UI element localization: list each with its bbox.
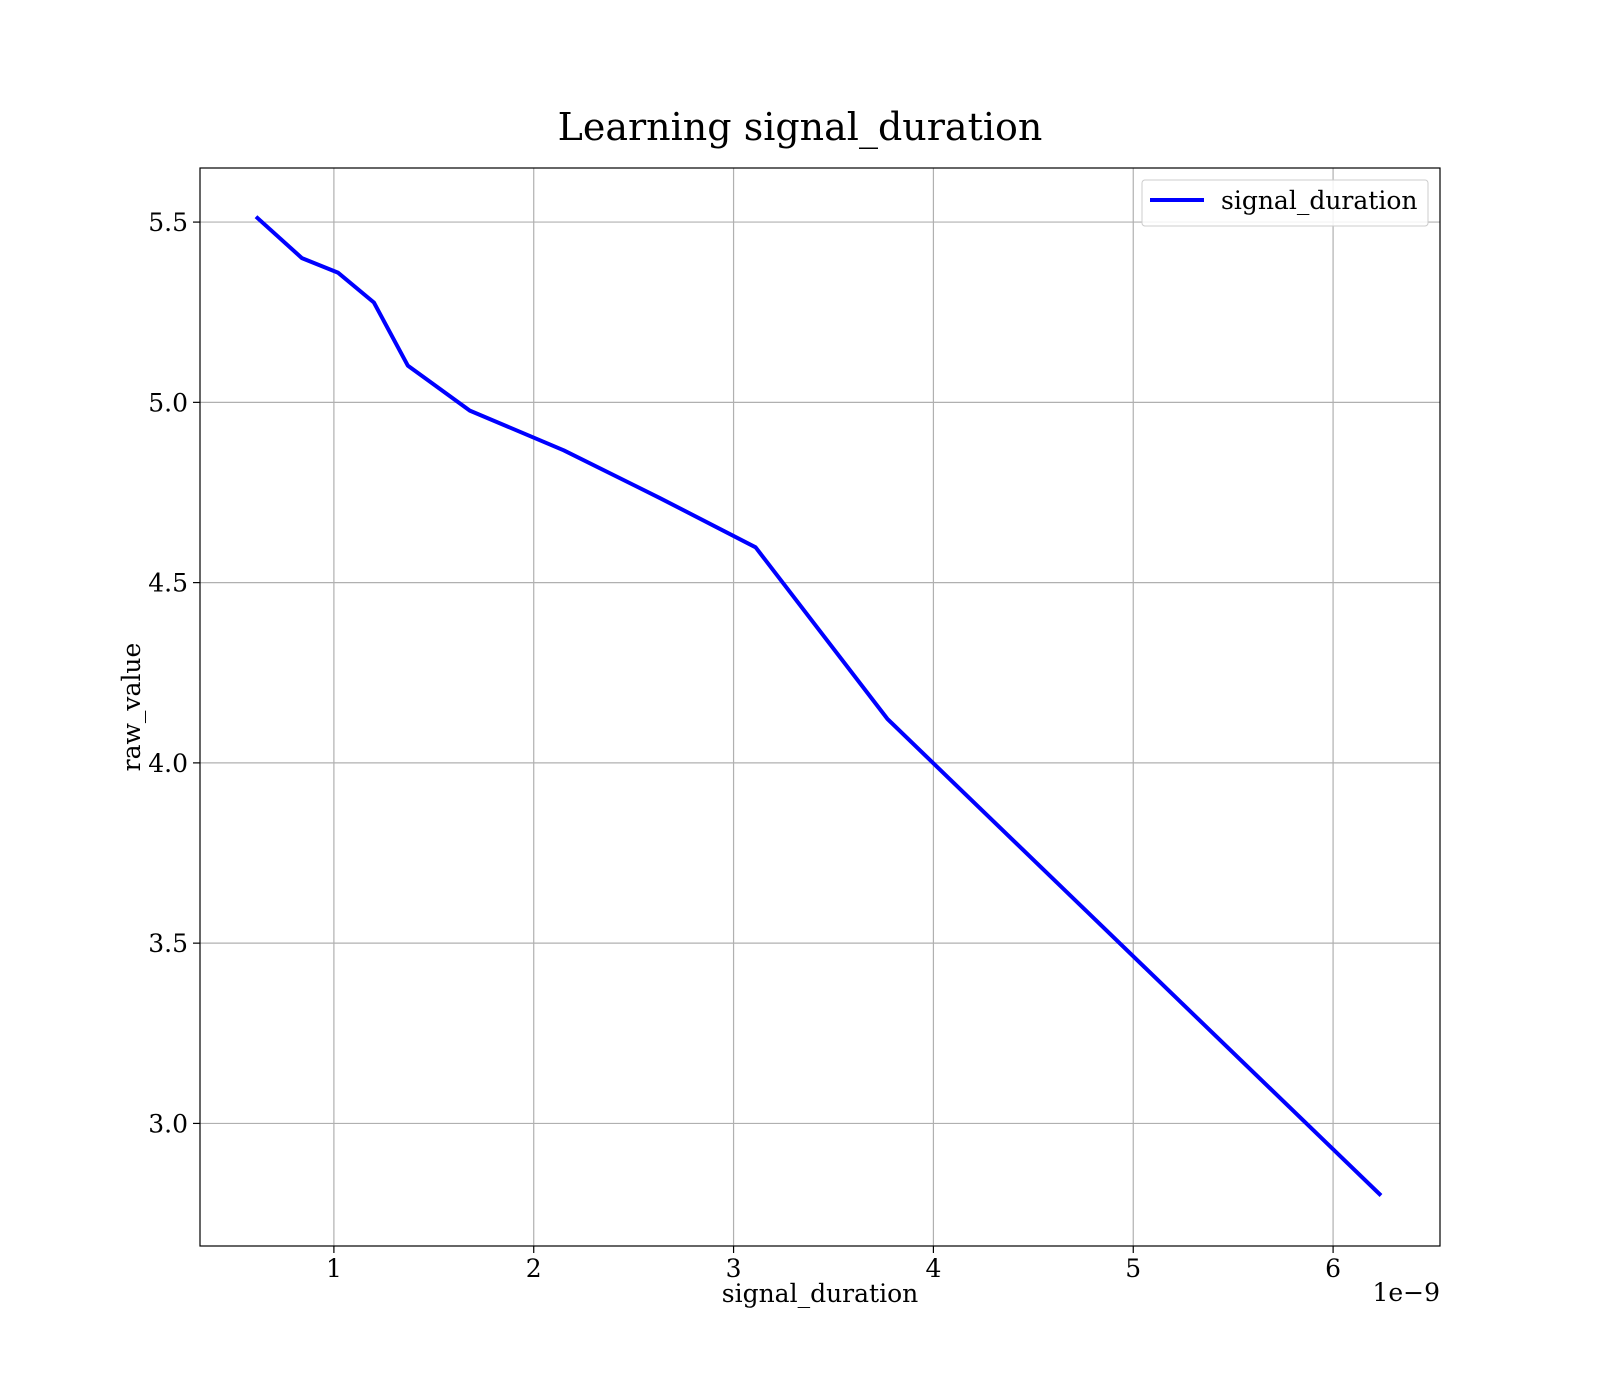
y-tick-label: 4.5 — [148, 569, 188, 598]
x-tick-label: 2 — [526, 1254, 542, 1283]
x-tick-label: 5 — [1125, 1254, 1141, 1283]
legend: signal_duration — [1141, 179, 1429, 227]
y-tick-label: 5.0 — [148, 388, 188, 417]
y-tick-label: 3.0 — [148, 1109, 188, 1138]
legend-box — [1141, 179, 1429, 227]
x-ticks: 1 2 3 4 5 6 — [326, 1246, 1341, 1283]
y-tick-label: 3.5 — [148, 929, 188, 958]
x-tick-label: 4 — [925, 1254, 941, 1283]
series-line-signal-duration — [254, 215, 1383, 1197]
legend-label-signal-duration: signal_duration — [1221, 186, 1417, 215]
x-tick-label: 1 — [326, 1254, 342, 1283]
plot-frame — [200, 168, 1440, 1246]
x-offset-label: 1e−9 — [1372, 1278, 1440, 1307]
series-layer — [254, 215, 1383, 1197]
y-axis-label: raw_value — [117, 643, 146, 772]
y-tick-label: 5.5 — [148, 208, 188, 237]
chart-title: Learning signal_duration — [558, 105, 1043, 150]
plot-area: 1 2 3 4 5 6 3.0 3.5 4.0 4.5 5.0 5.5 — [148, 167, 1441, 1283]
x-tick-label: 3 — [726, 1254, 742, 1283]
x-tick-label: 6 — [1325, 1254, 1341, 1283]
x-axis-label: signal_duration — [722, 1279, 918, 1308]
plot-border — [199, 167, 1441, 1247]
grid — [200, 168, 1440, 1246]
y-tick-label: 4.0 — [148, 749, 188, 778]
y-ticks: 3.0 3.5 4.0 4.5 5.0 5.5 — [148, 208, 200, 1138]
